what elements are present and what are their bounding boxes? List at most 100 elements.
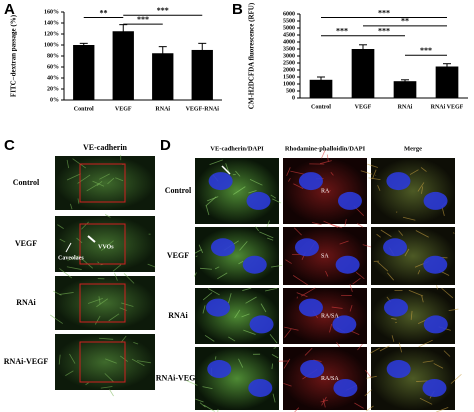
fiber [228, 293, 232, 304]
fiber [313, 359, 322, 362]
fiber [105, 358, 117, 364]
fiber [293, 183, 304, 189]
fiber [326, 154, 329, 162]
nucleus [248, 378, 273, 397]
fiber [436, 285, 438, 290]
fiber [352, 277, 361, 285]
fiber [420, 167, 427, 172]
fiber [76, 237, 83, 244]
fiber [101, 240, 114, 251]
nucleus [337, 191, 362, 210]
nucleus [335, 255, 360, 274]
column-header: VE-cadherin/DAPI [210, 145, 264, 152]
fiber [320, 399, 329, 403]
y-tick-label: 140% [44, 20, 59, 26]
row-label: RNAi-VEGF [156, 373, 201, 382]
fiber [66, 173, 81, 181]
fiber [312, 222, 322, 226]
fiber [290, 170, 304, 175]
panel-letter: D [160, 137, 171, 154]
y-tick-label: 0% [50, 97, 59, 103]
annotation: SA [321, 253, 329, 259]
fiber [285, 259, 292, 264]
fiber [330, 223, 343, 229]
fiber [114, 272, 118, 281]
fiber [453, 232, 455, 234]
y-tick-label: 100% [44, 42, 59, 48]
nucleus [332, 315, 357, 334]
x-tick-label: RNAi [398, 104, 413, 110]
fiber [450, 373, 462, 384]
micrograph [55, 156, 155, 210]
fiber [97, 261, 100, 264]
fiber [421, 186, 424, 194]
x-tick-label: RNAi [155, 106, 170, 112]
fiber [238, 260, 244, 265]
fiber [441, 207, 445, 216]
fiber [98, 296, 101, 305]
fiber [330, 171, 334, 176]
column-header: VE-cadherin [83, 143, 128, 152]
bar [393, 81, 417, 98]
fiber [65, 370, 74, 376]
fiber [325, 270, 329, 277]
fiber [379, 345, 390, 352]
fiber [284, 328, 292, 338]
fiber [186, 380, 198, 386]
fiber [441, 287, 454, 299]
micrograph [371, 227, 455, 285]
fiber [296, 292, 308, 298]
fiber [72, 158, 87, 169]
row-label: Control [165, 186, 192, 195]
fiber [304, 347, 313, 356]
fiber [193, 272, 197, 277]
fiber [119, 355, 128, 362]
fiber [59, 268, 73, 279]
significance-label: *** [420, 46, 432, 55]
fiber [86, 183, 100, 192]
significance-label: *** [378, 8, 390, 17]
nucleus [298, 298, 323, 317]
nucleus [386, 172, 411, 191]
fiber [267, 237, 274, 241]
panel-letter: A [4, 1, 15, 18]
fiber [199, 402, 206, 408]
fiber [366, 375, 377, 379]
y-tick-label: 80% [47, 53, 59, 59]
fiber [433, 363, 444, 369]
y-tick-label: 5000 [283, 25, 295, 31]
fiber [323, 220, 339, 228]
row-label: RNAi-VEGF [4, 357, 49, 366]
fiber [109, 389, 114, 397]
row-label: RNAi [168, 311, 188, 320]
significance-label: ** [401, 17, 409, 26]
fiber [217, 409, 219, 412]
fiber [207, 288, 220, 296]
fiber [349, 304, 353, 312]
micrograph [195, 158, 279, 224]
fiber [112, 264, 122, 272]
fiber [121, 302, 134, 307]
fiber [94, 315, 101, 325]
bar [112, 31, 134, 100]
fiber [365, 405, 374, 412]
bar [309, 79, 333, 98]
fiber [259, 231, 274, 239]
nucleus [333, 378, 358, 397]
fiber [321, 150, 326, 159]
nucleus [422, 378, 447, 397]
fiber [418, 339, 433, 348]
fiber [194, 249, 202, 254]
fiber [115, 177, 124, 182]
nucleus [300, 360, 325, 379]
y-tick-label: 4000 [283, 39, 295, 45]
fiber [398, 230, 404, 236]
fiber [270, 194, 276, 199]
fiber [443, 350, 451, 357]
arrow [221, 165, 231, 175]
y-tick-label: 60% [47, 64, 59, 70]
fiber [349, 284, 353, 292]
fiber [209, 159, 223, 166]
fiber [271, 363, 273, 370]
